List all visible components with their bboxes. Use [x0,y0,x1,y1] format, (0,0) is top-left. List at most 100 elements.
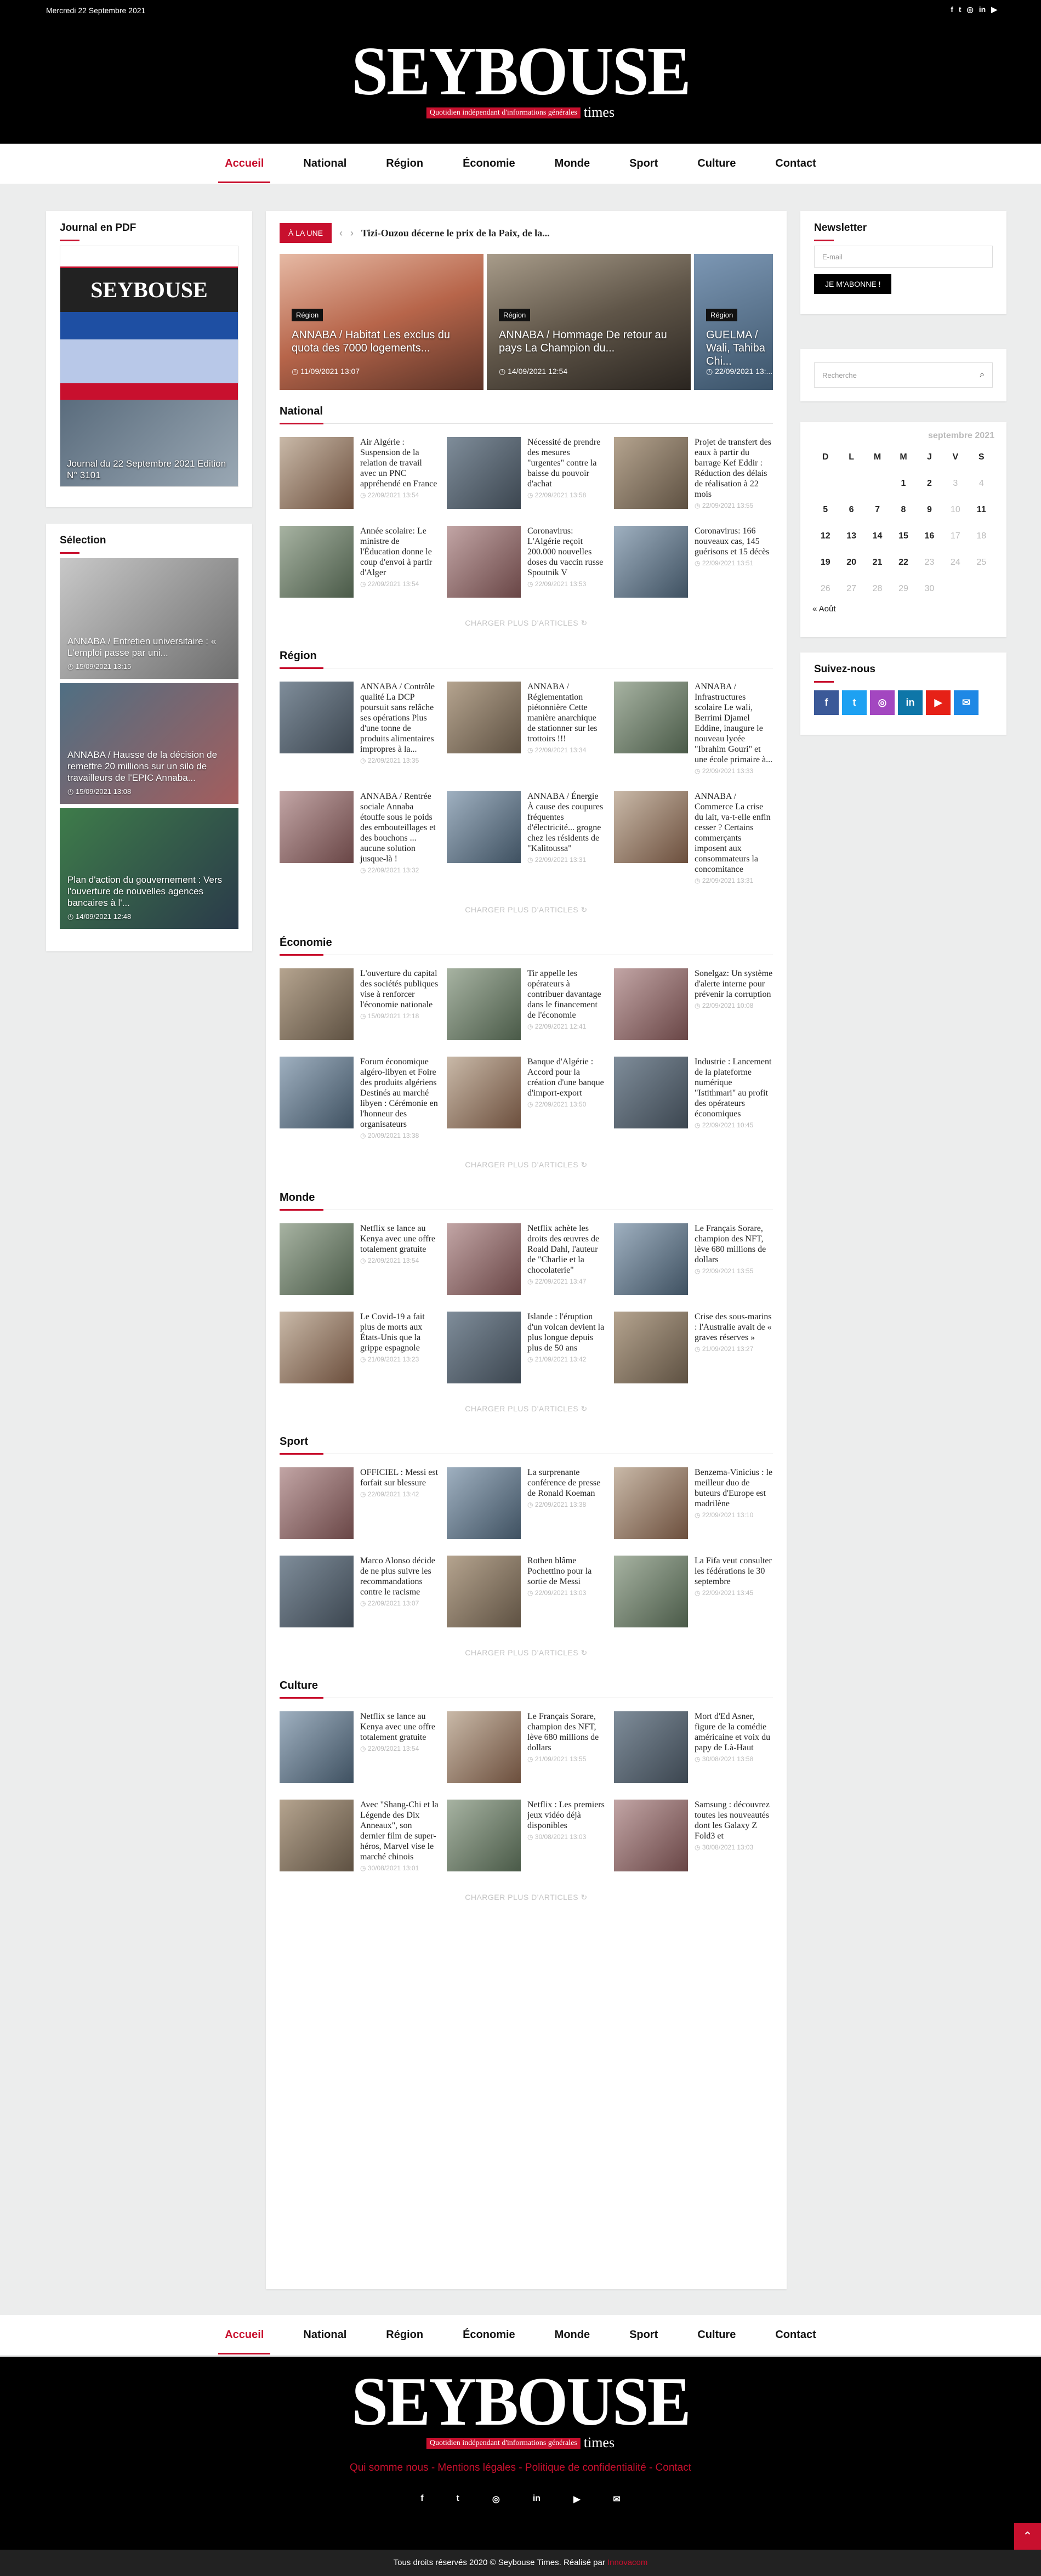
article-title[interactable]: Netflix se lance au Kenya avec une offre… [360,1712,435,1742]
section-title[interactable]: Monde [280,1184,773,1211]
calendar-day[interactable]: 1 [901,479,906,488]
article-thumbnail[interactable] [280,1057,354,1128]
article-title[interactable]: Crise des sous-marins : l'Australie avai… [695,1312,772,1342]
selection-item[interactable]: ANNABA / Entretien universitaire : « L'e… [60,558,238,679]
journal-cover[interactable]: SEYBOUSE Journal du 22 Septembre 2021 Ed… [60,246,238,487]
calendar-day[interactable]: 20 [846,558,857,567]
subscribe-button[interactable]: JE M'ABONNE ! [814,274,892,294]
article-card[interactable]: ANNABA / Infrastructures scolaire Le wal… [614,682,773,775]
credit-link[interactable]: Innovacom [607,2558,648,2567]
article-title[interactable]: Sonelgaz: Un système d'alerte interne po… [695,969,773,999]
slide[interactable]: Région ANNABA / Habitat Les exclus du qu… [280,254,483,390]
article-card[interactable]: Projet de transfert des eaux à partir du… [614,437,773,509]
calendar-day[interactable]: 22 [898,558,908,567]
article-thumbnail[interactable] [447,1467,521,1539]
selection-item[interactable]: ANNABA / Hausse de la décision de remett… [60,683,238,804]
youtube-icon[interactable]: ▶ [991,5,997,14]
article-card[interactable]: Le Français Sorare, champion des NFT, lè… [614,1223,773,1295]
article-card[interactable]: Air Algérie : Suspension de la relation … [280,437,439,509]
article-title[interactable]: Avec "Shang-Chi et la Légende des Dix An… [360,1800,439,1862]
calendar-day[interactable]: 6 [849,505,854,514]
email-input[interactable]: E-mail [814,246,993,268]
article-title[interactable]: Banque d'Algérie : Accord pour la créati… [527,1057,604,1098]
article-thumbnail[interactable] [280,1467,354,1539]
load-more-button[interactable]: CHARGER PLUS D'ARTICLES ↻ [280,1648,773,1658]
article-card[interactable]: Forum économique algéro-libyen et Foire … [280,1057,439,1139]
article-title[interactable]: Netflix achète les droits des œuvres de … [527,1224,600,1275]
article-card[interactable]: ANNABA / Réglementation piétonnière Cett… [447,682,606,775]
twitter-icon[interactable]: t [842,690,867,715]
article-card[interactable]: L'ouverture du capital des sociétés publ… [280,968,439,1040]
selection-item[interactable]: Plan d'action du gouvernement : Vers l'o… [60,808,238,929]
article-title[interactable]: Le Covid-19 a fait plus de morts aux Éta… [360,1312,425,1353]
article-card[interactable]: Banque d'Algérie : Accord pour la créati… [447,1057,606,1139]
article-title[interactable]: La Fifa veut consulter les fédérations l… [695,1556,772,1586]
article-title[interactable]: Forum économique algéro-libyen et Foire … [360,1057,438,1129]
linkedin-icon[interactable]: in [979,5,986,14]
article-title[interactable]: Marco Alonso décide de ne plus suivre le… [360,1556,435,1597]
article-thumbnail[interactable] [614,682,688,753]
article-card[interactable]: Netflix se lance au Kenya avec une offre… [280,1711,439,1783]
calendar-day[interactable]: 25 [976,558,987,567]
article-thumbnail[interactable] [280,1556,354,1627]
article-thumbnail[interactable] [447,1711,521,1783]
article-card[interactable]: Netflix se lance au Kenya avec une offre… [280,1223,439,1295]
section-title[interactable]: Région [280,642,773,669]
article-card[interactable]: Coronavirus: L'Algérie reçoit 200.000 no… [447,526,606,598]
twitter-icon[interactable]: t [456,2494,459,2503]
nav-national[interactable]: National [303,157,347,169]
calendar-day[interactable]: 26 [820,584,830,593]
calendar-day[interactable]: 10 [950,505,960,514]
article-thumbnail[interactable] [614,526,688,598]
load-more-button[interactable]: CHARGER PLUS D'ARTICLES ↻ [280,619,773,628]
calendar-day[interactable]: 19 [820,558,830,567]
section-title[interactable]: National [280,398,773,424]
article-card[interactable]: Le Covid-19 a fait plus de morts aux Éta… [280,1312,439,1383]
article-thumbnail[interactable] [447,437,521,509]
slide[interactable]: Région GUELMA / Wali, Tahiba Chi... ◷ 22… [694,254,773,390]
nav-sport[interactable]: Sport [629,2329,658,2341]
instagram-icon[interactable]: ◎ [870,690,895,715]
article-title[interactable]: Année scolaire: Le ministre de l'Éducati… [360,526,433,577]
article-title[interactable]: Air Algérie : Suspension de la relation … [360,438,437,489]
nav-culture[interactable]: Culture [697,2329,736,2341]
article-title[interactable]: Coronavirus: 166 nouveaux cas, 145 guéri… [695,526,770,557]
article-thumbnail[interactable] [614,1556,688,1627]
instagram-icon[interactable]: ◎ [966,5,974,14]
facebook-icon[interactable]: f [420,2494,424,2503]
calendar-day[interactable]: 7 [875,505,880,514]
article-thumbnail[interactable] [614,968,688,1040]
article-card[interactable]: ANNABA / Rentrée sociale Annaba étouffe … [280,791,439,884]
linkedin-icon[interactable]: in [898,690,923,715]
article-thumbnail[interactable] [280,1312,354,1383]
calendar-day[interactable]: 28 [872,584,883,593]
calendar-day[interactable]: 5 [823,505,828,514]
article-title[interactable]: La surprenante conférence de presse de R… [527,1468,601,1498]
calendar-day[interactable]: 16 [924,531,935,541]
article-thumbnail[interactable] [614,1800,688,1871]
article-card[interactable]: Industrie : Lancement de la plateforme n… [614,1057,773,1139]
article-title[interactable]: ANNABA / Commerce La crise du lait, va-t… [695,792,771,874]
article-card[interactable]: ANNABA / Contrôle qualité La DCP poursui… [280,682,439,775]
article-thumbnail[interactable] [280,526,354,598]
back-to-top-button[interactable]: ⌃ [1014,2523,1041,2550]
youtube-icon[interactable]: ▶ [573,2495,581,2504]
section-title[interactable]: Culture [280,1672,773,1699]
email-icon[interactable]: ✉ [613,2495,621,2504]
calendar-day[interactable]: 23 [924,558,935,567]
article-title[interactable]: Industrie : Lancement de la plateforme n… [695,1057,772,1119]
article-card[interactable]: Netflix : Les premiers jeux vidéo déjà d… [447,1800,606,1872]
calendar-day[interactable]: 15 [898,531,908,541]
article-thumbnail[interactable] [447,968,521,1040]
footer-logo[interactable]: SEYBOUSE Quotidien indépendant d'informa… [351,2367,691,2451]
footer-links[interactable]: Qui somme nous - Mentions légales - Poli… [349,2462,692,2473]
article-title[interactable]: Netflix : Les premiers jeux vidéo déjà d… [527,1800,605,1830]
article-title[interactable]: Mort d'Ed Asner, figure de la comédie am… [695,1712,771,1752]
article-card[interactable]: Netflix achète les droits des œuvres de … [447,1223,606,1295]
article-thumbnail[interactable] [280,682,354,753]
calendar-day[interactable]: 30 [924,584,935,593]
nav-economie[interactable]: Économie [463,2329,515,2341]
article-card[interactable]: Marco Alonso décide de ne plus suivre le… [280,1556,439,1627]
email-icon[interactable]: ✉ [954,690,979,715]
breaking-text[interactable]: Tizi-Ouzou décerne le prix de la Paix, d… [361,227,550,239]
